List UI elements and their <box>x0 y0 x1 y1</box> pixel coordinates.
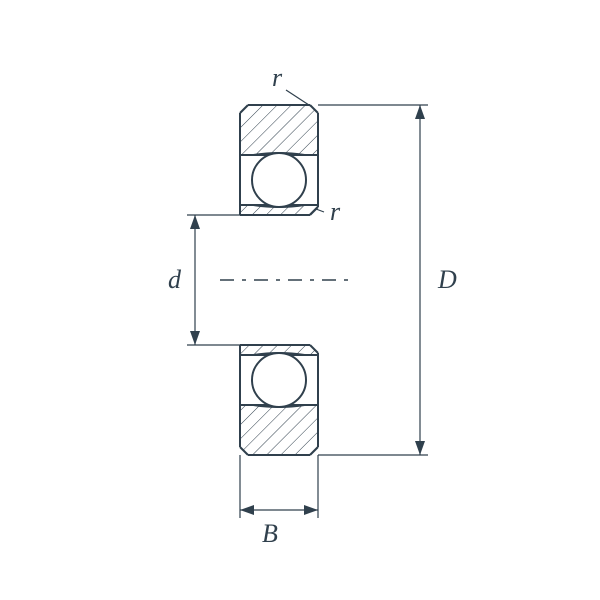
ball-top <box>252 153 306 207</box>
bearing-cross-section-diagram: Dd Br r <box>0 0 600 600</box>
dimension-B-label: B <box>262 519 278 548</box>
hatch-outer-bottom <box>240 405 318 455</box>
dimension-r-top-label: r <box>272 63 283 92</box>
dimension-D-label: D <box>437 265 457 294</box>
dimension-r-inner-label: r <box>330 197 341 226</box>
dimension-d-label: d <box>168 265 182 294</box>
ball-bottom <box>252 353 306 407</box>
hatch-outer-top <box>240 105 318 155</box>
